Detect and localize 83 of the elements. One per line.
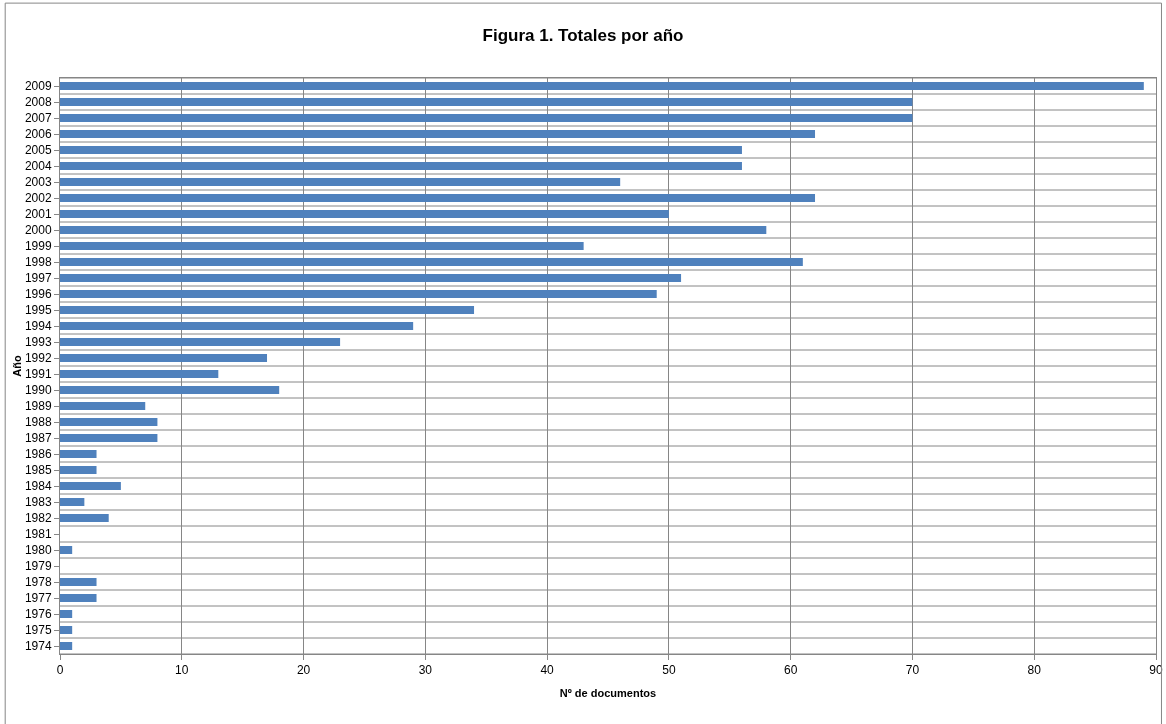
y-tick-label: 1980: [24, 543, 52, 558]
bar: [60, 274, 682, 282]
bar: [60, 418, 158, 426]
y-tick-label: 1983: [24, 495, 52, 510]
y-tick-label: 1988: [24, 415, 52, 430]
x-tick-label: 60: [783, 663, 798, 678]
bar: [60, 642, 73, 650]
x-tick-label: 50: [662, 663, 676, 678]
y-tick-label: 2008: [24, 95, 52, 110]
y-tick-label: 1997: [24, 271, 52, 286]
x-tick-label: 40: [540, 663, 555, 678]
y-tick-label: 2006: [24, 127, 52, 142]
y-tick-label: 1993: [24, 335, 52, 350]
x-tick-label: 20: [296, 663, 311, 678]
y-tick-label: 2004: [24, 159, 52, 174]
y-tick-label: 2000: [24, 223, 52, 238]
chart-title: Figura 1. Totales por año: [482, 25, 684, 45]
bar: [60, 594, 97, 602]
x-tick-label: 70: [905, 663, 920, 678]
bar: [60, 338, 341, 346]
y-tick-label: 1985: [24, 463, 52, 478]
bar: [60, 178, 621, 186]
bar: [60, 546, 73, 554]
bar: [60, 514, 109, 522]
bar: [60, 354, 268, 362]
y-tick-label: 1978: [24, 575, 52, 590]
bar: [60, 242, 584, 250]
y-tick-label: 1990: [24, 383, 52, 398]
bar: [60, 306, 475, 314]
y-tick-label: 1992: [24, 351, 52, 366]
bar: [60, 226, 767, 234]
y-tick-label: 2003: [24, 175, 52, 190]
bar: [60, 434, 158, 442]
bar: [60, 258, 803, 266]
bar: [60, 482, 121, 490]
y-tick-label: 1974: [24, 639, 52, 654]
bar: [60, 498, 85, 506]
y-tick-label: 1994: [24, 319, 52, 334]
bar: [60, 98, 913, 106]
y-tick-label: 1987: [24, 431, 52, 446]
y-tick-label: 1989: [24, 399, 52, 414]
bar: [60, 162, 742, 170]
bar: [60, 130, 816, 138]
bar: [60, 402, 146, 410]
y-tick-label: 2002: [24, 191, 52, 206]
x-axis-title: Nº de documentos: [559, 687, 657, 699]
y-tick-label: 1999: [24, 239, 52, 254]
bar: [60, 386, 280, 394]
bar: [60, 370, 219, 378]
y-tick-label: 1981: [24, 527, 52, 542]
bar: [60, 450, 97, 458]
y-tick-label: 1976: [24, 607, 52, 622]
y-tick-label: 2007: [24, 111, 52, 126]
y-tick-label: 1991: [24, 367, 52, 382]
x-tick-label: 80: [1027, 663, 1042, 678]
y-tick-label: 1998: [24, 255, 52, 270]
y-axis-title: Año: [10, 355, 23, 377]
y-tick-label: 2005: [24, 143, 52, 158]
bar: [60, 82, 1144, 90]
bar: [60, 466, 97, 474]
y-tick-label: 1984: [24, 479, 52, 494]
bar: [60, 290, 657, 298]
y-tick-label: 1996: [24, 287, 52, 302]
bar: [60, 610, 73, 618]
bar: [60, 146, 742, 154]
y-tick-label: 1995: [24, 303, 52, 318]
bar: [60, 194, 816, 202]
y-tick-label: 1977: [24, 591, 52, 606]
bar: [60, 322, 414, 330]
x-tick-label: 30: [418, 663, 433, 678]
x-tick-label: 10: [175, 663, 189, 678]
bar: [60, 114, 913, 122]
bar: [60, 210, 669, 218]
bar: [60, 578, 97, 586]
bar: [60, 626, 73, 634]
y-tick-label: 2009: [24, 79, 52, 94]
y-tick-label: 1979: [24, 559, 52, 574]
x-tick-label: 90: [1149, 663, 1163, 678]
y-tick-label: 1975: [24, 623, 52, 638]
y-tick-label: 2001: [24, 207, 52, 222]
y-tick-label: 1986: [24, 447, 52, 462]
y-tick-label: 1982: [24, 511, 52, 526]
x-tick-label: 0: [56, 663, 64, 678]
